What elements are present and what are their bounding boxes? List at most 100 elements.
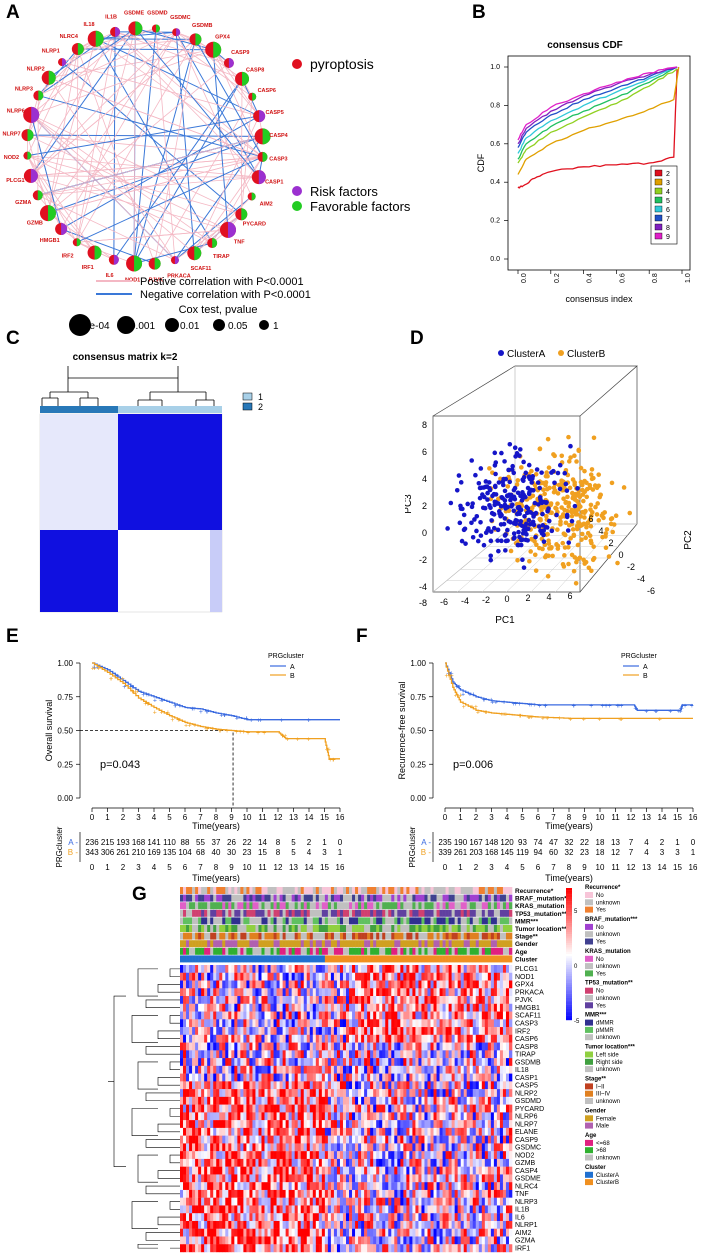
heatmap-annotation-cell xyxy=(300,909,305,917)
heatmap-cell xyxy=(180,1034,184,1043)
heatmap-cell xyxy=(499,1042,504,1051)
heatmap-cell xyxy=(430,1003,434,1012)
heatmap-cell xyxy=(276,1019,280,1028)
pca-point-b xyxy=(588,472,594,477)
heatmap-cell xyxy=(327,1073,332,1082)
heatmap-cell xyxy=(403,1127,407,1136)
heatmap-cell xyxy=(321,1034,326,1043)
heatmap-cell xyxy=(285,996,289,1004)
pca-point-b xyxy=(573,493,579,498)
network-node-label: GSDMD xyxy=(147,11,168,17)
heatmap-cell xyxy=(346,972,350,981)
heatmap-cell xyxy=(270,1019,274,1028)
heatmap-cell xyxy=(445,1104,449,1113)
heatmap-annotation-cell xyxy=(439,917,443,925)
heatmap-annotation-cell xyxy=(318,902,323,910)
heatmap-cell xyxy=(433,1120,437,1129)
heatmap-cell xyxy=(201,1112,205,1121)
heatmap-cell xyxy=(336,1135,341,1144)
heatmap-annotation-cell xyxy=(207,925,211,932)
heatmap-annotation-cell xyxy=(448,909,452,917)
heatmap-cell xyxy=(285,1042,289,1051)
os-censor-mark: + xyxy=(153,710,157,717)
heatmap-annotation-cell xyxy=(198,894,202,902)
heatmap-cell xyxy=(496,1034,501,1043)
os-risk-count: 1 xyxy=(322,838,327,847)
rfs-censor-mark: + xyxy=(633,706,637,713)
heatmap-annotation-cell xyxy=(273,887,277,894)
heatmap-cell xyxy=(484,1112,489,1121)
heatmap-annotation-cell xyxy=(288,917,292,925)
pca-point-a xyxy=(541,539,547,544)
heatmap-cell xyxy=(433,1065,437,1074)
heatmap-annotation-cell xyxy=(249,940,253,948)
heatmap-annotation-cell xyxy=(364,894,368,902)
heatmap-cell xyxy=(249,980,253,989)
heatmap-cell xyxy=(388,1003,392,1012)
heatmap-cell xyxy=(267,1089,271,1098)
pca-point-b xyxy=(579,537,584,542)
heatmap-annotation-cell xyxy=(222,887,226,894)
heatmap-cell xyxy=(496,1003,501,1012)
heatmap-cell xyxy=(388,1073,392,1082)
heatmap-annotation-cell xyxy=(261,955,265,963)
os-risk-xtick: 16 xyxy=(336,863,345,872)
heatmap-cell xyxy=(324,1081,329,1090)
pca-point-b xyxy=(588,523,594,529)
heatmap-cell xyxy=(409,1058,413,1067)
heatmap-cell xyxy=(189,965,193,973)
heatmap-cell xyxy=(243,972,247,981)
heatmap-annotation-cell xyxy=(231,940,235,948)
heatmap-annotation-cell xyxy=(270,887,274,894)
heatmap-annotation-cell xyxy=(352,955,356,963)
heatmap-annotation-cell xyxy=(439,932,443,940)
os-censor-mark: + xyxy=(160,697,164,704)
heatmap-cell xyxy=(204,1073,208,1082)
heatmap-cell xyxy=(355,988,359,997)
heatmap-annotation-cell xyxy=(424,909,428,917)
heatmap-annotation-cell xyxy=(288,925,292,932)
heatmap-cell xyxy=(303,1058,308,1067)
heatmap-annotation-cell xyxy=(249,894,253,902)
heatmap-annotation-cell xyxy=(463,940,468,948)
pca-point-a xyxy=(522,513,527,519)
os-risk-count: 1 xyxy=(338,848,343,857)
heatmap-annotation-cell xyxy=(403,955,407,963)
heatmap-cell xyxy=(370,1027,374,1036)
heatmap-cell xyxy=(469,1050,474,1059)
heatmap-cell xyxy=(273,1120,277,1129)
heatmap-cell xyxy=(412,1089,416,1098)
heatmap-cell xyxy=(222,1104,226,1113)
heatmap-cell xyxy=(333,1027,338,1036)
heatmap-cell xyxy=(204,1081,208,1090)
pca-point-a xyxy=(486,480,492,485)
heatmap-annotation-cell xyxy=(487,887,492,894)
heatmap-cell xyxy=(246,1058,250,1067)
heatmap-cell xyxy=(243,1011,247,1020)
heatmap-cell xyxy=(481,1073,486,1082)
heatmap-cell xyxy=(231,1034,235,1043)
heatmap-cell xyxy=(291,1065,295,1074)
heatmap-cell xyxy=(255,996,259,1004)
heatmap-cell xyxy=(186,1034,190,1043)
heatmap-annotation-cell xyxy=(258,917,262,925)
heatmap-annotation-cell xyxy=(370,932,374,940)
heatmap-annotation-cell xyxy=(225,940,229,948)
pca-point-a xyxy=(517,447,523,452)
heatmap-cell xyxy=(415,1019,419,1028)
heatmap-cell xyxy=(394,1096,398,1105)
heatmap-cell xyxy=(261,1073,265,1082)
heatmap-cell xyxy=(198,1027,202,1036)
heatmap-annotation-cell xyxy=(282,902,286,910)
heatmap-cell xyxy=(421,988,425,997)
heatmap-cell xyxy=(336,1058,341,1067)
heatmap-annotation-cell xyxy=(358,894,362,902)
heatmap-cell xyxy=(336,980,341,989)
heatmap-cell xyxy=(382,1011,386,1020)
heatmap-cell xyxy=(373,1027,377,1036)
heatmap-cell xyxy=(324,1058,329,1067)
heatmap-cell xyxy=(454,1096,458,1105)
heatmap-annotation-cell xyxy=(300,887,305,894)
cdf-xtick-label: 0.6 xyxy=(619,273,626,283)
heatmap-cell xyxy=(367,1042,371,1051)
